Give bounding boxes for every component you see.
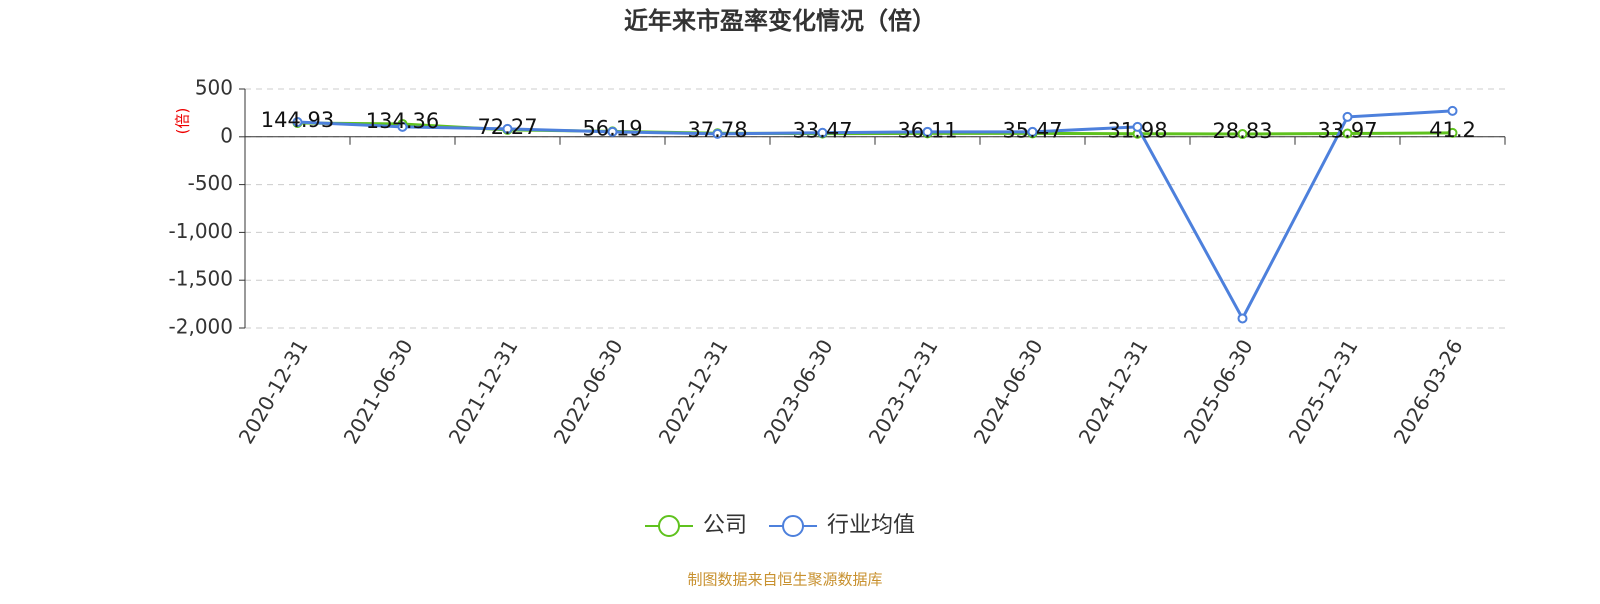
point xyxy=(1342,111,1353,122)
x-tick-label: 2025-12-31 xyxy=(1284,335,1363,448)
x-tick-label: 2021-12-31 xyxy=(444,335,523,448)
y-tick-label: -2,000 xyxy=(169,315,233,339)
chart-title: 近年来市盈率变化情况（倍） xyxy=(624,7,936,35)
data-label: 31.98 xyxy=(1107,119,1167,143)
x-tick-label: 2026-03-26 xyxy=(1389,335,1468,448)
x-tick-label: 2024-06-30 xyxy=(969,335,1048,448)
point xyxy=(922,126,933,137)
x-tick-label: 2023-06-30 xyxy=(759,335,838,448)
x-tick-label: 2025-06-30 xyxy=(1179,335,1258,448)
y-tick-label: -500 xyxy=(188,171,233,195)
legend-label: 行业均值 xyxy=(827,513,915,538)
point xyxy=(1447,105,1458,116)
y-tick-label: -1,500 xyxy=(169,267,233,291)
data-label: 35.47 xyxy=(1002,118,1062,142)
point xyxy=(397,121,408,132)
point xyxy=(292,116,303,127)
y-tick-label: 0 xyxy=(220,123,233,147)
point xyxy=(1342,128,1353,139)
point xyxy=(502,123,513,134)
source-note: 制图数据来自恒生聚源数据库 xyxy=(687,571,882,589)
y-tick-label: 500 xyxy=(195,76,233,100)
data-label: 56.19 xyxy=(582,116,642,140)
point xyxy=(817,127,828,138)
x-tick-label: 2023-12-31 xyxy=(864,335,943,448)
series-line xyxy=(297,109,1453,322)
point xyxy=(1027,126,1038,137)
data-label: 72.27 xyxy=(477,115,537,139)
point xyxy=(607,126,618,137)
data-label: 144.93 xyxy=(261,108,334,132)
data-label: 33.97 xyxy=(1317,119,1377,143)
y-tick-label: -1,000 xyxy=(169,219,233,243)
x-tick-label: 2022-12-31 xyxy=(654,335,733,448)
y-axis-label: (倍) xyxy=(174,108,192,135)
data-label: 36.11 xyxy=(897,118,957,142)
data-label: 134.36 xyxy=(366,109,439,133)
data-label: 28.83 xyxy=(1212,119,1272,143)
x-tick-label: 2021-06-30 xyxy=(339,335,418,448)
point xyxy=(712,128,723,139)
point xyxy=(1237,313,1248,324)
x-tick-label: 2022-06-30 xyxy=(549,335,628,448)
point xyxy=(1447,127,1458,138)
point xyxy=(1237,129,1248,140)
legend-marker xyxy=(658,515,680,537)
x-tick-label: 2024-12-31 xyxy=(1074,335,1153,448)
point xyxy=(1132,121,1143,132)
data-label: 33.47 xyxy=(792,119,852,143)
legend-label: 公司 xyxy=(703,513,747,538)
legend-marker xyxy=(782,515,805,537)
x-tick-label: 2020-12-31 xyxy=(234,335,313,448)
data-label: 41.2 xyxy=(1429,118,1476,142)
data-label: 37.78 xyxy=(687,118,747,142)
